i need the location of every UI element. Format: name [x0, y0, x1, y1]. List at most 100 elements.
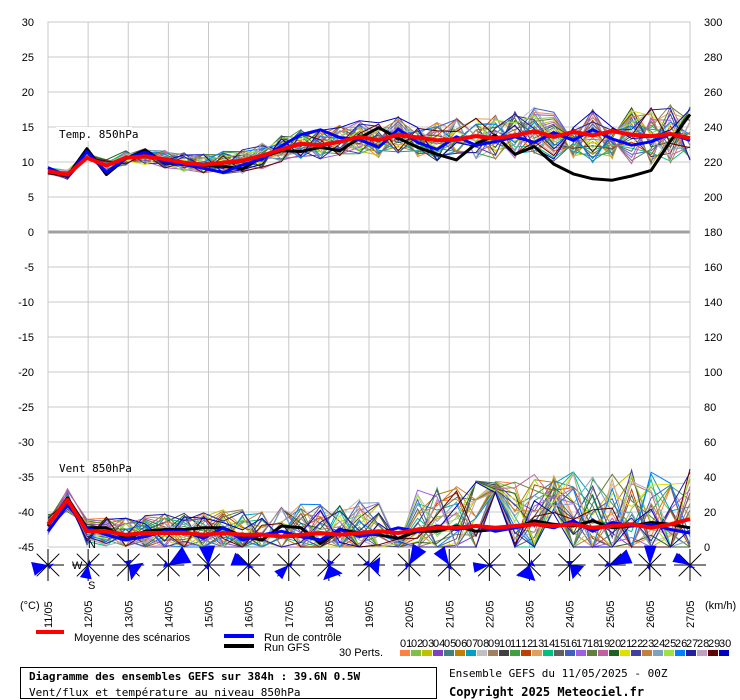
legend-pert-number: 22 — [631, 638, 643, 650]
wind-rose — [112, 549, 145, 581]
wind-rose — [312, 549, 345, 581]
legend-pert-number: 13 — [532, 638, 544, 650]
legend-pert-number: 15 — [554, 638, 566, 650]
rose-petal — [409, 543, 427, 565]
rose-spoke — [317, 564, 330, 577]
wind-rose — [353, 549, 385, 581]
y-tick-right: 140 — [704, 297, 722, 309]
legend-pert-number: 16 — [565, 638, 577, 650]
rose-spoke — [36, 564, 49, 577]
rose-spoke — [116, 564, 129, 577]
rose-petal — [516, 565, 536, 581]
svg-text:Vent 850hPa: Vent 850hPa — [59, 462, 132, 475]
legend-pert-number: 09 — [488, 638, 500, 650]
y-tick-right: 200 — [704, 192, 722, 204]
legend-pert-number: 08 — [477, 638, 489, 650]
x-tick-label: 11/05 — [43, 601, 55, 628]
y-tick-right: 180 — [704, 227, 722, 239]
y-tick-right: 80 — [704, 402, 716, 414]
rose-spoke — [317, 553, 330, 566]
rose-spoke — [529, 564, 542, 577]
rose-spoke — [397, 553, 410, 566]
y-tick-left: -40 — [18, 507, 34, 519]
temp-panel-label: Temp. 850hPa — [56, 127, 138, 141]
rose-petal — [672, 552, 690, 565]
legend-pert-swatch — [708, 650, 718, 656]
rose-petal — [569, 565, 585, 580]
rose-spoke — [609, 553, 622, 566]
rose-spoke — [649, 564, 662, 577]
rose-spoke — [236, 553, 249, 566]
legend-pert-swatch — [477, 650, 487, 656]
wind-rose — [393, 543, 427, 581]
legend-pert-swatch — [466, 650, 476, 656]
legend-pert-number: 06 — [455, 638, 467, 650]
rose-spoke — [156, 564, 169, 577]
rose-north-label: N — [88, 539, 96, 551]
legend-pert-swatch — [697, 650, 707, 656]
wind-rose — [72, 549, 105, 581]
y-tick-left: -30 — [18, 437, 34, 449]
copyright: Copyright 2025 Meteociel.fr — [449, 685, 645, 699]
legend-pert-number: 23 — [642, 638, 654, 650]
legend-pert-swatch — [719, 650, 729, 656]
rose-petal — [326, 559, 335, 565]
rose-petal — [369, 557, 381, 576]
wind-rose — [230, 549, 265, 581]
legend-pert-swatch — [664, 650, 674, 656]
legend-pert-number: 04 — [433, 638, 445, 650]
y-tick-left: 0 — [28, 227, 34, 239]
legend-pert-swatch — [598, 650, 608, 656]
rose-petal — [433, 546, 450, 565]
y-tick-left: -25 — [18, 402, 34, 414]
legend-pert-number: 05 — [444, 638, 456, 650]
legend-pert-swatch — [653, 650, 663, 656]
legend-pert-swatch — [543, 650, 553, 656]
right-axis-unit: (km/h) — [705, 600, 736, 612]
legend-pert-swatch — [609, 650, 619, 656]
legend: Moyenne des scénarios Run de contrôleRun … — [36, 630, 731, 659]
x-tick-label: 15/05 — [204, 600, 216, 628]
legend-pert-number: 11 — [510, 638, 521, 650]
rose-petal — [363, 559, 370, 565]
rose-petal — [274, 565, 289, 580]
x-tick-label: 23/05 — [525, 600, 537, 628]
legend-pert-swatch — [576, 650, 586, 656]
legend-pert-swatch — [444, 650, 454, 656]
legend-pert-swatch — [510, 650, 520, 656]
rose-petal — [646, 564, 650, 571]
y-tick-left: -20 — [18, 367, 34, 379]
x-tick-label: 25/05 — [605, 600, 617, 628]
legend-pert-number: 10 — [499, 638, 511, 650]
y-tick-left: 15 — [22, 122, 34, 134]
y-tick-right: 220 — [704, 157, 722, 169]
rose-petal — [609, 549, 633, 565]
y-tick-right: 300 — [704, 17, 722, 29]
y-tick-right: 120 — [704, 332, 722, 344]
rose-petal — [405, 562, 410, 571]
main-series-lines — [46, 113, 692, 545]
rose-spoke — [277, 553, 290, 566]
x-tick-label: 16/05 — [244, 600, 256, 628]
legend-pert-number: 07 — [466, 638, 478, 650]
y-tick-left: -15 — [18, 332, 34, 344]
legend-pert-number: 18 — [587, 638, 599, 650]
wind-rose — [272, 549, 305, 581]
legend-pert-swatch — [554, 650, 564, 656]
legend-gfs-label: Run GFS — [264, 642, 310, 654]
rose-petal — [565, 561, 574, 565]
rose-spoke — [288, 553, 301, 566]
rose-petal — [31, 562, 48, 576]
legend-pert-swatch — [532, 650, 542, 656]
chart-grid — [47, 21, 691, 548]
y-tick-right: 40 — [704, 472, 716, 484]
x-tick-label: 13/05 — [123, 600, 135, 628]
wind-rose — [553, 549, 586, 581]
rose-spoke — [76, 553, 89, 566]
left-axis-unit: (°C) — [20, 600, 40, 612]
legend-pert-swatch — [675, 650, 685, 656]
y-tick-right: 160 — [704, 262, 722, 274]
rose-petal — [128, 562, 144, 581]
wind-rose — [633, 545, 666, 581]
